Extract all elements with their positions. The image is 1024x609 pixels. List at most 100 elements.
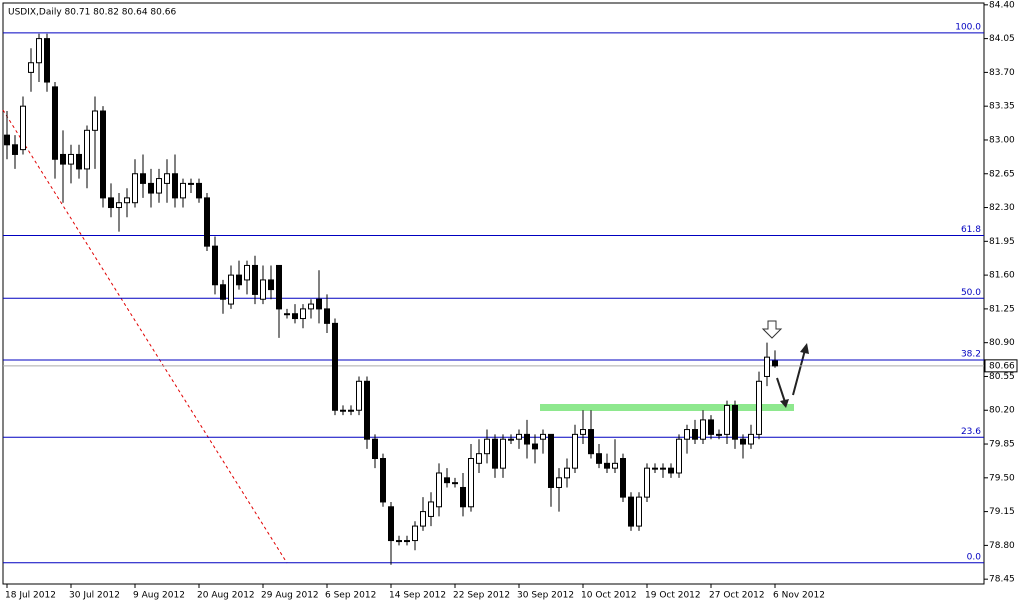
candle-body (348, 409, 354, 412)
candle-body (508, 438, 514, 441)
candle-body (556, 477, 562, 488)
candle-body (612, 462, 618, 469)
current-price-label: 80.66 (989, 361, 1015, 371)
candle-body (660, 467, 666, 470)
candle-body (284, 313, 290, 316)
candle-body (548, 433, 554, 488)
candle-body (228, 274, 234, 305)
fib-label: 0.0 (967, 552, 982, 562)
candle-body (620, 458, 626, 498)
candle-body (108, 197, 114, 209)
candle-body (60, 153, 66, 165)
candle-body (292, 313, 298, 320)
candle-body (564, 467, 570, 479)
y-tick-label: 82.65 (989, 169, 1015, 179)
y-tick-label: 80.55 (989, 372, 1015, 382)
arrow-down-head (780, 399, 789, 408)
y-tick-label: 79.85 (989, 440, 1015, 450)
candle-body (532, 443, 538, 450)
candle-body (68, 153, 74, 165)
candle-body (236, 274, 242, 286)
candle-body (148, 182, 154, 194)
candle-body (716, 433, 722, 436)
candle-body (380, 458, 386, 503)
candle-body (156, 178, 162, 194)
y-tick-label: 79.15 (989, 507, 1015, 517)
candle-body (308, 303, 314, 310)
candle-body (572, 433, 578, 469)
x-tick-label: 20 Aug 2012 (197, 591, 255, 601)
x-tick-label: 30 Jul 2012 (69, 591, 120, 601)
candle-body (764, 356, 770, 377)
candle-body (332, 322, 338, 411)
candle-body (676, 438, 682, 474)
candle-body (636, 496, 642, 527)
candle-body (692, 429, 698, 440)
y-tick-label: 80.90 (989, 338, 1015, 348)
fib-label: 100.0 (955, 22, 981, 32)
candle-body (316, 298, 322, 310)
fib-label: 38.2 (961, 350, 981, 360)
y-tick-label: 81.25 (989, 304, 1015, 314)
candle-body (172, 173, 178, 199)
candle-body (596, 453, 602, 464)
y-tick-label: 83.70 (989, 68, 1015, 78)
candle-body (604, 462, 610, 469)
candle-body (188, 182, 194, 185)
trend-line (2, 109, 288, 564)
candle-body (588, 429, 594, 455)
candle-body (116, 202, 122, 209)
y-tick-label: 78.80 (989, 541, 1015, 551)
candle-body (396, 540, 402, 543)
candle-body (484, 438, 490, 455)
candle-body (468, 458, 474, 508)
candle-body (4, 134, 10, 146)
plot-frame (2, 2, 985, 585)
y-tick-label: 84.40 (989, 0, 1015, 10)
candle-body (372, 438, 378, 460)
candle-body (324, 308, 330, 324)
fib-label: 23.6 (961, 427, 981, 437)
candle-body (28, 62, 34, 73)
candle-body (724, 404, 730, 435)
candle-body (12, 144, 18, 155)
candle-body (428, 501, 434, 517)
current-price-box (984, 359, 1018, 373)
candle-body (772, 360, 778, 367)
fib-label: 61.8 (961, 225, 981, 235)
candle-body (84, 129, 90, 170)
y-tick-label: 81.60 (989, 271, 1015, 281)
candle-body (340, 409, 346, 412)
down-arrow-marker (761, 320, 783, 339)
candle-body (124, 197, 130, 204)
fib-label: 50.0 (961, 288, 981, 298)
y-tick-label: 79.50 (989, 473, 1015, 483)
x-tick-label: 22 Sep 2012 (453, 591, 510, 601)
candle-body (196, 182, 202, 199)
arrow-up-head (800, 343, 809, 354)
candle-body (436, 472, 442, 508)
y-tick-label: 83.00 (989, 135, 1015, 145)
candle-body (644, 467, 650, 498)
candle-body (180, 182, 186, 199)
y-tick-label: 84.05 (989, 34, 1015, 44)
candle-body (628, 496, 634, 527)
candle-body (500, 438, 506, 469)
candle-body (44, 38, 50, 83)
candle-body (204, 197, 210, 247)
x-tick-label: 6 Nov 2012 (773, 591, 825, 601)
candle-body (452, 482, 458, 485)
candle-body (524, 433, 530, 445)
candle-body (652, 467, 658, 470)
candle-body (540, 433, 546, 440)
candle-body (476, 453, 482, 464)
x-tick-label: 19 Oct 2012 (645, 591, 701, 601)
y-tick-label: 80.20 (989, 406, 1015, 416)
candle-body (76, 153, 82, 170)
candle-body (516, 433, 522, 440)
candle-body (364, 380, 370, 440)
candle-body (420, 511, 426, 527)
candle-body (20, 105, 26, 151)
candle-body (356, 380, 362, 411)
